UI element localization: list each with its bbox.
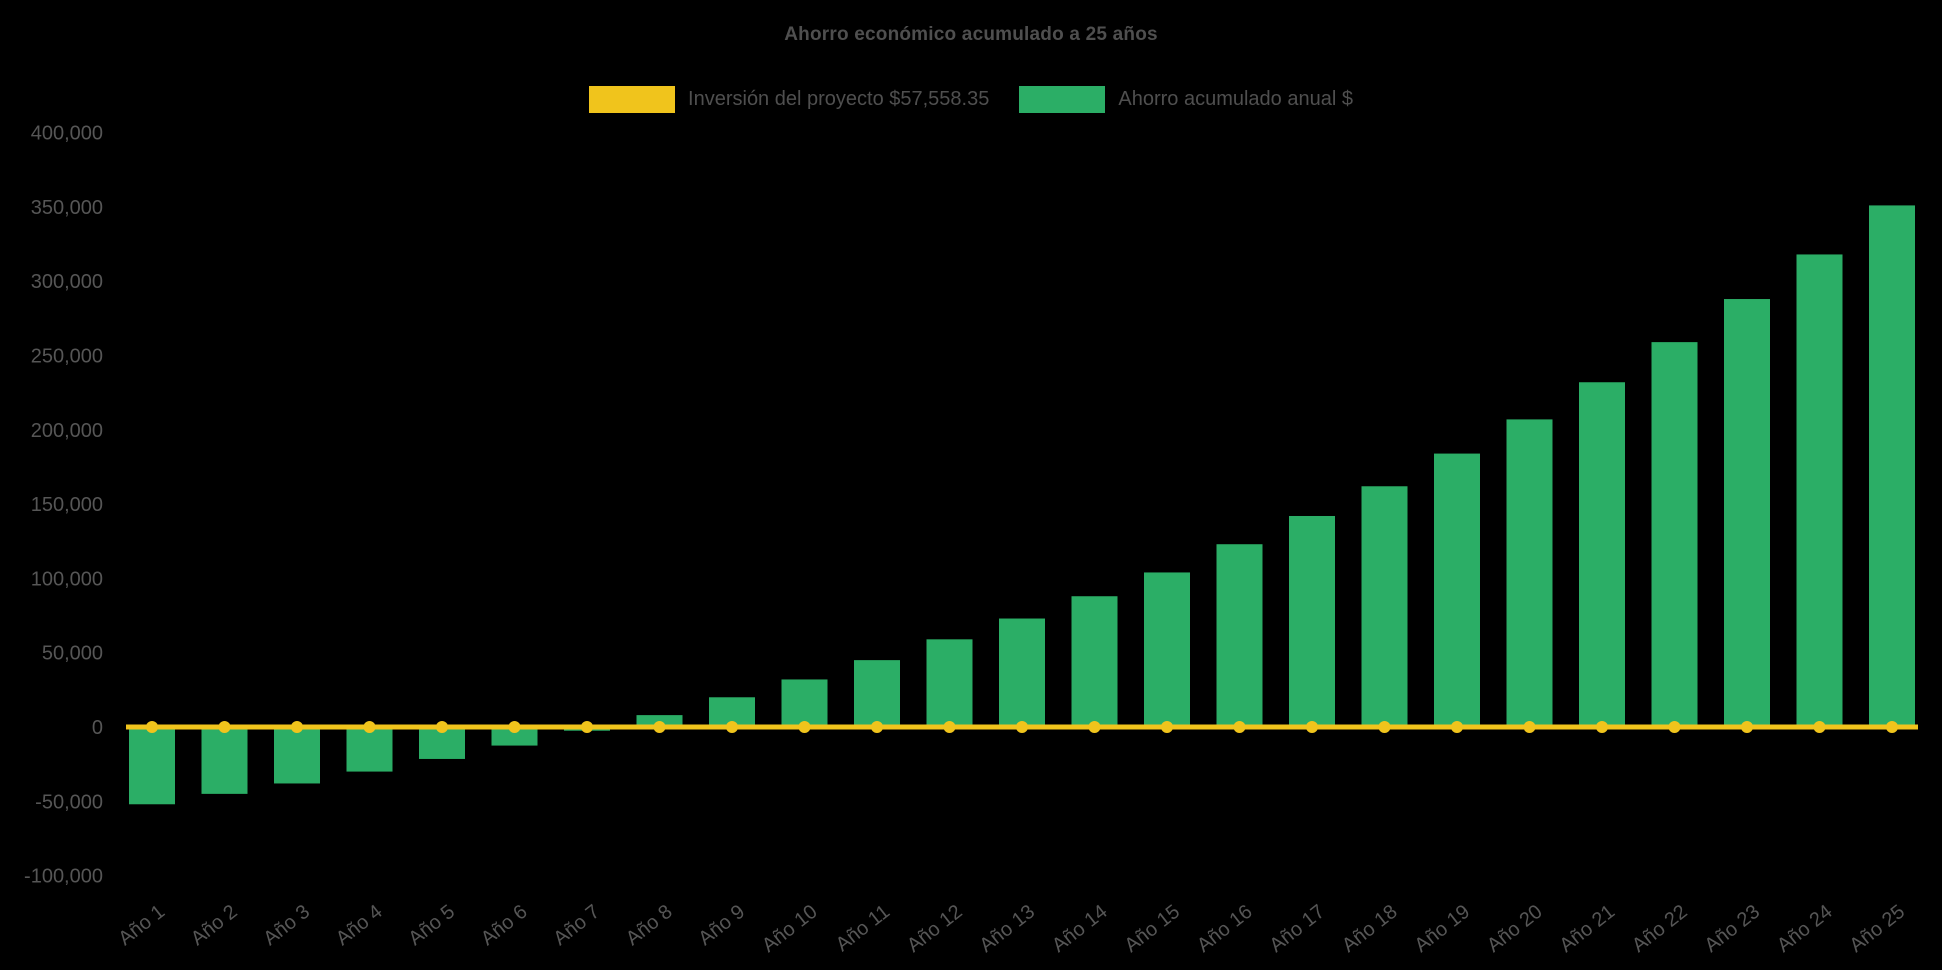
svg-text:250,000: 250,000 bbox=[31, 346, 103, 368]
investment-point bbox=[1668, 721, 1681, 733]
investment-point bbox=[146, 721, 158, 733]
x-tick-label: Año 24 bbox=[1773, 901, 1836, 957]
svg-text:-50,000: -50,000 bbox=[35, 791, 103, 813]
chart-title: Ahorro económico acumulado a 25 años bbox=[784, 24, 1158, 45]
investment-point bbox=[291, 721, 303, 733]
x-tick-label: Año 14 bbox=[1048, 901, 1111, 957]
x-tick-label: Año 20 bbox=[1483, 901, 1546, 957]
investment-point bbox=[581, 721, 593, 733]
svg-text:50,000: 50,000 bbox=[42, 643, 103, 665]
investment-point bbox=[1016, 721, 1028, 733]
bar-año-12 bbox=[926, 639, 973, 727]
bar-año-4 bbox=[346, 727, 393, 772]
bar-año-16 bbox=[1216, 544, 1263, 727]
x-tick-label: Año 1 bbox=[114, 901, 169, 951]
x-tick-label: Año 18 bbox=[1338, 901, 1401, 957]
chart-legend: Inversión del proyecto $57,558.35 Ahorro… bbox=[0, 86, 1942, 113]
bar-año-15 bbox=[1144, 572, 1190, 727]
x-tick-label: Año 3 bbox=[259, 901, 314, 951]
legend-swatch-savings-icon bbox=[1019, 86, 1106, 113]
investment-point bbox=[1378, 721, 1391, 733]
investment-point bbox=[1451, 721, 1463, 733]
bar-año-11 bbox=[854, 660, 900, 727]
investment-point bbox=[1741, 721, 1753, 733]
investment-point bbox=[1886, 721, 1898, 733]
x-tick-label: Año 25 bbox=[1846, 901, 1909, 957]
x-tick-label: Año 6 bbox=[477, 901, 532, 951]
svg-text:300,000: 300,000 bbox=[31, 271, 103, 293]
bar-año-13 bbox=[999, 618, 1045, 727]
x-tick-label: Año 2 bbox=[187, 901, 242, 951]
bar-año-23 bbox=[1724, 299, 1770, 727]
investment-point bbox=[1523, 721, 1536, 733]
investment-point bbox=[508, 721, 521, 733]
investment-point bbox=[1306, 721, 1318, 733]
investment-point bbox=[1088, 721, 1101, 733]
investment-point bbox=[1813, 721, 1826, 733]
x-tick-label: Año 15 bbox=[1121, 901, 1184, 957]
bar-año-21 bbox=[1579, 382, 1625, 727]
bar-año-10 bbox=[781, 679, 828, 727]
bar-año-14 bbox=[1071, 596, 1118, 727]
svg-text:100,000: 100,000 bbox=[31, 568, 103, 590]
investment-point bbox=[1233, 721, 1246, 733]
svg-text:150,000: 150,000 bbox=[31, 494, 103, 516]
svg-text:400,000: 400,000 bbox=[31, 123, 103, 145]
investment-point bbox=[871, 721, 883, 733]
x-tick-label: Año 16 bbox=[1193, 901, 1256, 957]
x-tick-label: Año 19 bbox=[1411, 901, 1474, 957]
x-tick-label: Año 17 bbox=[1266, 901, 1329, 957]
bar-año-20 bbox=[1506, 419, 1553, 727]
legend-item-investment[interactable]: Inversión del proyecto $57,558.35 bbox=[589, 86, 989, 113]
x-tick-label: Año 21 bbox=[1556, 901, 1619, 957]
x-tick-label: Año 13 bbox=[976, 901, 1039, 957]
x-tick-label: Año 23 bbox=[1701, 901, 1764, 957]
x-tick-label: Año 22 bbox=[1628, 901, 1691, 957]
svg-text:-100,000: -100,000 bbox=[24, 866, 103, 888]
x-tick-label: Año 8 bbox=[622, 901, 677, 951]
investment-point bbox=[1596, 721, 1608, 733]
bar-año-3 bbox=[274, 727, 320, 784]
bar-año-18 bbox=[1361, 486, 1408, 727]
x-tick-label: Año 5 bbox=[404, 901, 459, 951]
investment-point bbox=[798, 721, 811, 733]
legend-item-savings[interactable]: Ahorro acumulado anual $ bbox=[1019, 86, 1353, 113]
svg-text:200,000: 200,000 bbox=[31, 420, 103, 442]
investment-point bbox=[363, 721, 376, 733]
x-tick-label: Año 11 bbox=[832, 901, 894, 956]
investment-point bbox=[436, 721, 448, 733]
legend-swatch-investment-icon bbox=[589, 86, 676, 113]
legend-label-investment: Inversión del proyecto $57,558.35 bbox=[688, 88, 990, 110]
svg-text:0: 0 bbox=[92, 717, 103, 739]
x-tick-label: Año 10 bbox=[758, 901, 821, 957]
svg-text:350,000: 350,000 bbox=[31, 197, 103, 219]
bar-año-6 bbox=[491, 727, 538, 746]
legend-label-savings: Ahorro acumulado anual $ bbox=[1118, 88, 1353, 110]
bar-año-24 bbox=[1796, 254, 1843, 727]
investment-point bbox=[653, 721, 666, 733]
x-tick-label: Año 12 bbox=[903, 901, 966, 957]
investment-point bbox=[726, 721, 738, 733]
bar-año-2 bbox=[201, 727, 248, 794]
investment-point bbox=[1161, 721, 1173, 733]
bar-año-19 bbox=[1434, 453, 1480, 727]
x-tick-label: Año 9 bbox=[694, 901, 749, 951]
bar-año-22 bbox=[1651, 342, 1698, 727]
x-tick-label: Año 7 bbox=[549, 901, 604, 951]
bar-año-1 bbox=[129, 727, 175, 805]
bar-año-17 bbox=[1289, 515, 1335, 727]
x-tick-label: Año 4 bbox=[332, 901, 387, 951]
bar-año-25 bbox=[1869, 205, 1915, 727]
investment-point bbox=[943, 721, 956, 733]
investment-point bbox=[218, 721, 231, 733]
